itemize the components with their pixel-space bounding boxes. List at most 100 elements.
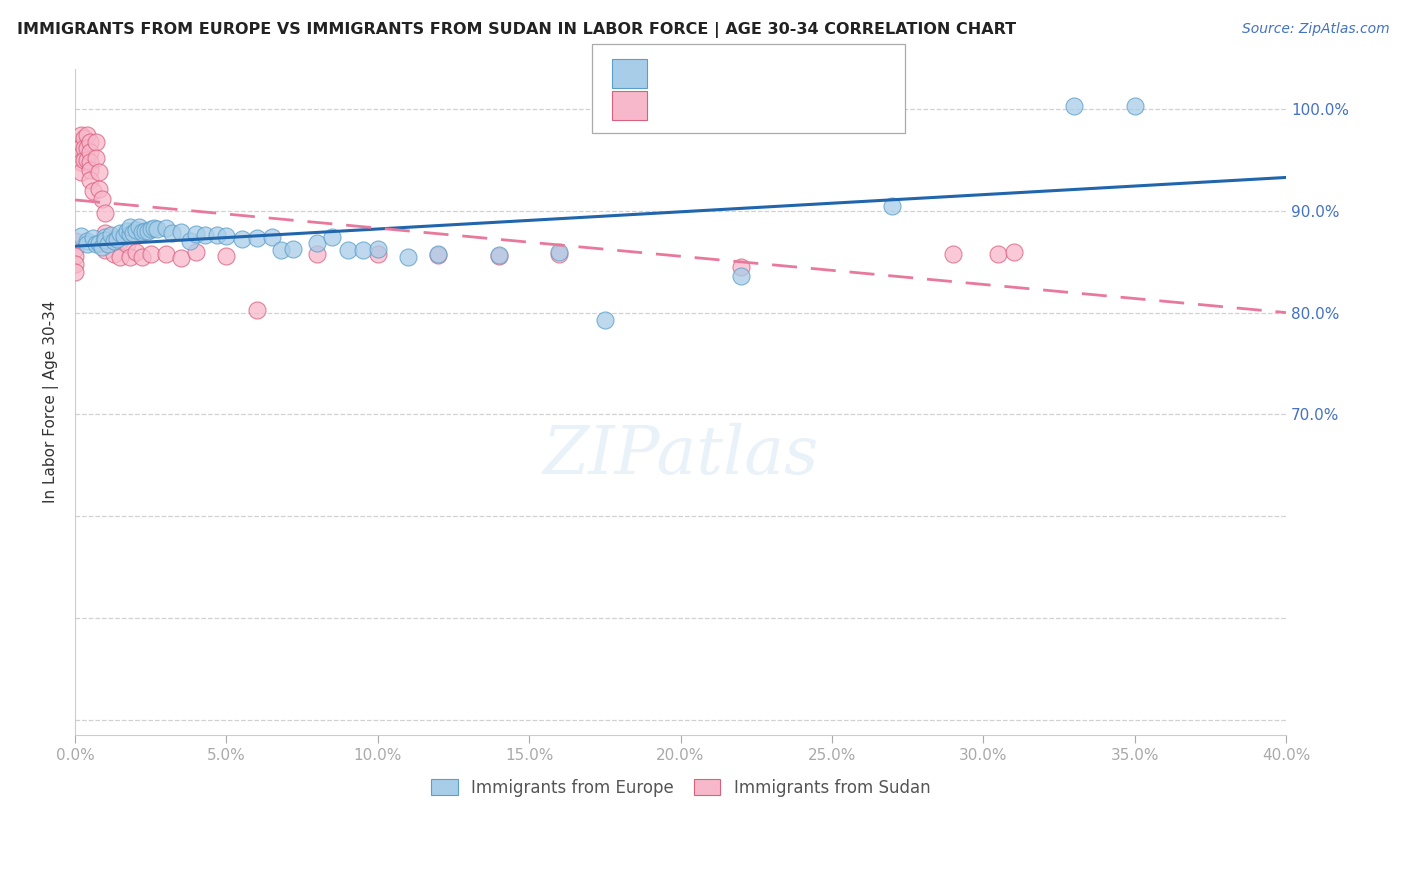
Point: [593, 313, 616, 327]
Point: [76, 236, 98, 251]
Point: [186, 227, 208, 242]
Point: [91, 239, 114, 253]
Point: [139, 222, 162, 236]
Text: N =: N =: [759, 96, 796, 115]
Point: [84, 236, 107, 251]
Point: [270, 243, 292, 257]
Point: [548, 244, 571, 259]
Point: [1002, 244, 1025, 259]
Point: [155, 246, 177, 260]
Point: [730, 260, 752, 274]
Point: [131, 250, 153, 264]
Point: [107, 232, 129, 246]
Point: [367, 246, 389, 260]
Point: [139, 246, 162, 260]
Point: [170, 251, 193, 265]
Point: [427, 246, 450, 260]
Point: [194, 228, 217, 243]
Point: [548, 246, 571, 260]
Point: [488, 248, 510, 262]
Point: [94, 227, 117, 241]
Point: [1123, 99, 1146, 113]
Text: ZIPatlas: ZIPatlas: [543, 423, 818, 488]
Point: [97, 236, 120, 251]
Point: [112, 229, 135, 244]
Point: [207, 228, 229, 243]
Point: [170, 225, 193, 239]
Point: [70, 229, 93, 244]
Point: [321, 230, 343, 244]
Point: [124, 244, 146, 259]
Point: [79, 155, 101, 169]
Point: [67, 135, 90, 149]
Point: [142, 221, 165, 235]
Point: [427, 248, 450, 262]
Point: [396, 250, 419, 264]
Point: [103, 246, 125, 260]
Point: [136, 224, 159, 238]
Point: [63, 257, 86, 271]
Point: [118, 250, 141, 264]
Point: [103, 235, 125, 249]
Point: [110, 235, 132, 249]
Point: [79, 163, 101, 178]
Point: [76, 153, 98, 167]
Text: IMMIGRANTS FROM EUROPE VS IMMIGRANTS FROM SUDAN IN LABOR FORCE | AGE 30-34 CORRE: IMMIGRANTS FROM EUROPE VS IMMIGRANTS FRO…: [17, 22, 1017, 38]
Point: [91, 192, 114, 206]
Point: [63, 242, 86, 256]
Point: [94, 206, 117, 220]
Legend: Immigrants from Europe, Immigrants from Sudan: Immigrants from Europe, Immigrants from …: [425, 772, 936, 804]
Point: [94, 243, 117, 257]
Point: [89, 181, 111, 195]
Point: [110, 227, 132, 241]
Point: [134, 224, 156, 238]
Point: [89, 165, 111, 179]
Point: [246, 302, 269, 317]
Point: [488, 249, 510, 263]
Point: [94, 234, 117, 248]
Point: [63, 249, 86, 263]
Point: [155, 221, 177, 235]
Point: [70, 148, 93, 162]
Point: [84, 151, 107, 165]
Point: [121, 227, 143, 241]
Text: -0.007: -0.007: [700, 96, 759, 115]
Y-axis label: In Labor Force | Age 30-34: In Labor Force | Age 30-34: [44, 301, 59, 503]
Point: [987, 246, 1010, 260]
Point: [246, 231, 269, 245]
Point: [1063, 99, 1085, 113]
Point: [115, 236, 138, 251]
Point: [73, 153, 96, 167]
Point: [67, 143, 90, 157]
Point: [124, 223, 146, 237]
Point: [84, 135, 107, 149]
Point: [128, 220, 150, 235]
Point: [281, 242, 304, 256]
Point: [70, 155, 93, 169]
Text: 0.301: 0.301: [700, 64, 752, 83]
Point: [100, 235, 122, 249]
Point: [73, 130, 96, 145]
Point: [942, 246, 965, 260]
Point: [94, 230, 117, 244]
Point: [67, 151, 90, 165]
Point: [160, 227, 183, 241]
Point: [307, 246, 329, 260]
Point: [79, 173, 101, 187]
Text: R =: R =: [658, 64, 695, 83]
Text: 54: 54: [799, 64, 821, 83]
Point: [73, 141, 96, 155]
Point: [82, 231, 104, 245]
Point: [131, 225, 153, 239]
Point: [730, 269, 752, 284]
Point: [882, 199, 904, 213]
Point: [215, 229, 238, 244]
Point: [70, 165, 93, 179]
Point: [63, 235, 86, 249]
Point: [82, 184, 104, 198]
Point: [352, 243, 374, 257]
Point: [179, 235, 201, 249]
Point: [115, 224, 138, 238]
Point: [70, 140, 93, 154]
Point: [63, 265, 86, 279]
